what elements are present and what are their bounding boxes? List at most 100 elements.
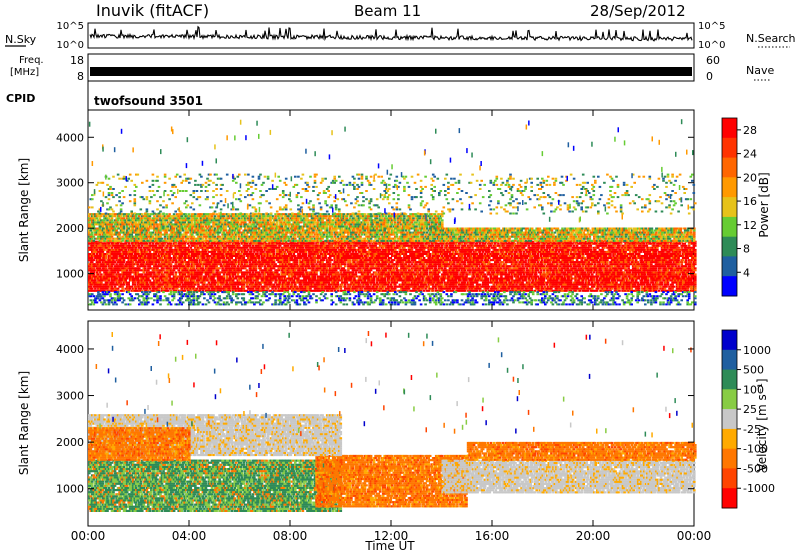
power-cell	[209, 250, 212, 253]
power-cell	[98, 255, 102, 257]
power-cell	[136, 261, 140, 264]
power-cell	[169, 271, 173, 274]
power-cell	[131, 289, 135, 292]
power-cell	[225, 275, 229, 278]
power-cell	[89, 277, 93, 280]
power-cell	[215, 289, 218, 292]
power-cell	[121, 244, 124, 247]
power-cell	[194, 289, 197, 292]
power-cell	[101, 244, 105, 247]
power-cell	[209, 255, 212, 257]
power-cell	[94, 242, 97, 245]
power-cell	[174, 271, 177, 274]
power-cell	[110, 265, 114, 268]
power-cell	[97, 250, 100, 253]
power-cell	[175, 244, 179, 247]
power-cell	[321, 275, 324, 278]
power-cell	[141, 265, 144, 268]
power-cell	[150, 289, 153, 292]
power-cell	[238, 253, 241, 255]
power-cell	[266, 253, 270, 255]
power-cell	[101, 287, 105, 290]
power-cell	[212, 259, 215, 262]
power-cell	[104, 273, 108, 276]
power-cell	[150, 263, 153, 266]
power-cell	[116, 281, 120, 284]
power-cell	[165, 275, 168, 278]
power-cell	[178, 242, 182, 245]
power-cell	[356, 287, 359, 290]
power-cell	[136, 285, 140, 288]
power-cell	[281, 248, 285, 251]
power-cell	[148, 246, 152, 249]
power-cell	[174, 259, 177, 262]
power-cell	[204, 244, 208, 247]
power-cell	[131, 269, 135, 272]
power-cell	[166, 275, 170, 278]
power-cell	[181, 273, 185, 276]
power-cell	[97, 279, 100, 282]
power-cell	[106, 271, 109, 274]
power-cell	[204, 248, 208, 251]
power-cell	[151, 275, 155, 278]
power-cell	[92, 250, 96, 253]
power-cell	[141, 253, 144, 255]
power-cell	[281, 257, 285, 259]
power-cell	[236, 257, 240, 259]
power-cell	[121, 273, 124, 276]
power-cell	[171, 269, 174, 272]
power-cell	[213, 240, 217, 243]
power-cell	[121, 265, 124, 268]
power-cell	[283, 263, 286, 266]
power-cell	[180, 273, 183, 276]
date-title: 28/Sep/2012	[590, 2, 686, 20]
power-cell	[268, 269, 271, 272]
power-cell	[191, 250, 194, 253]
power-cell	[100, 289, 103, 292]
power-cell	[154, 253, 158, 255]
power-cell	[121, 248, 124, 251]
power-cell	[151, 289, 155, 292]
power-cell	[195, 275, 199, 278]
power-cell	[388, 259, 391, 262]
power-cell	[156, 267, 159, 270]
power-cell	[242, 257, 246, 259]
power-cell	[281, 242, 285, 245]
power-cell	[130, 263, 133, 266]
power-cell	[231, 253, 235, 255]
power-cell	[338, 277, 341, 280]
power-cell	[142, 277, 146, 280]
power-cell	[154, 242, 158, 245]
power-cell	[125, 263, 129, 266]
power-cell	[262, 246, 265, 249]
power-cell	[263, 277, 267, 280]
power-cell	[166, 283, 170, 286]
power-cell	[180, 246, 183, 249]
power-cell	[219, 250, 223, 253]
power-cell	[186, 283, 190, 286]
power-cell	[136, 279, 140, 282]
power-cell	[291, 257, 294, 259]
power-cell	[235, 257, 238, 259]
power-cell	[262, 273, 265, 276]
power-cell	[157, 265, 161, 268]
power-cell	[157, 287, 161, 290]
power-cell	[241, 257, 244, 259]
power-cell	[154, 246, 158, 249]
power-cell	[266, 250, 270, 253]
power-cell	[181, 285, 185, 288]
power-cell	[138, 287, 141, 290]
power-cell	[277, 248, 280, 251]
power-cell	[415, 263, 418, 266]
power-cell	[106, 259, 109, 262]
power-cell	[280, 289, 283, 292]
power-cell	[189, 261, 193, 264]
power-cell	[245, 253, 249, 255]
power-cell	[436, 257, 440, 259]
power-cell	[110, 242, 114, 245]
power-cell	[201, 279, 205, 282]
power-cell	[145, 259, 149, 262]
power-cell	[283, 283, 286, 286]
power-cell	[89, 253, 93, 255]
power-cell	[204, 267, 208, 270]
